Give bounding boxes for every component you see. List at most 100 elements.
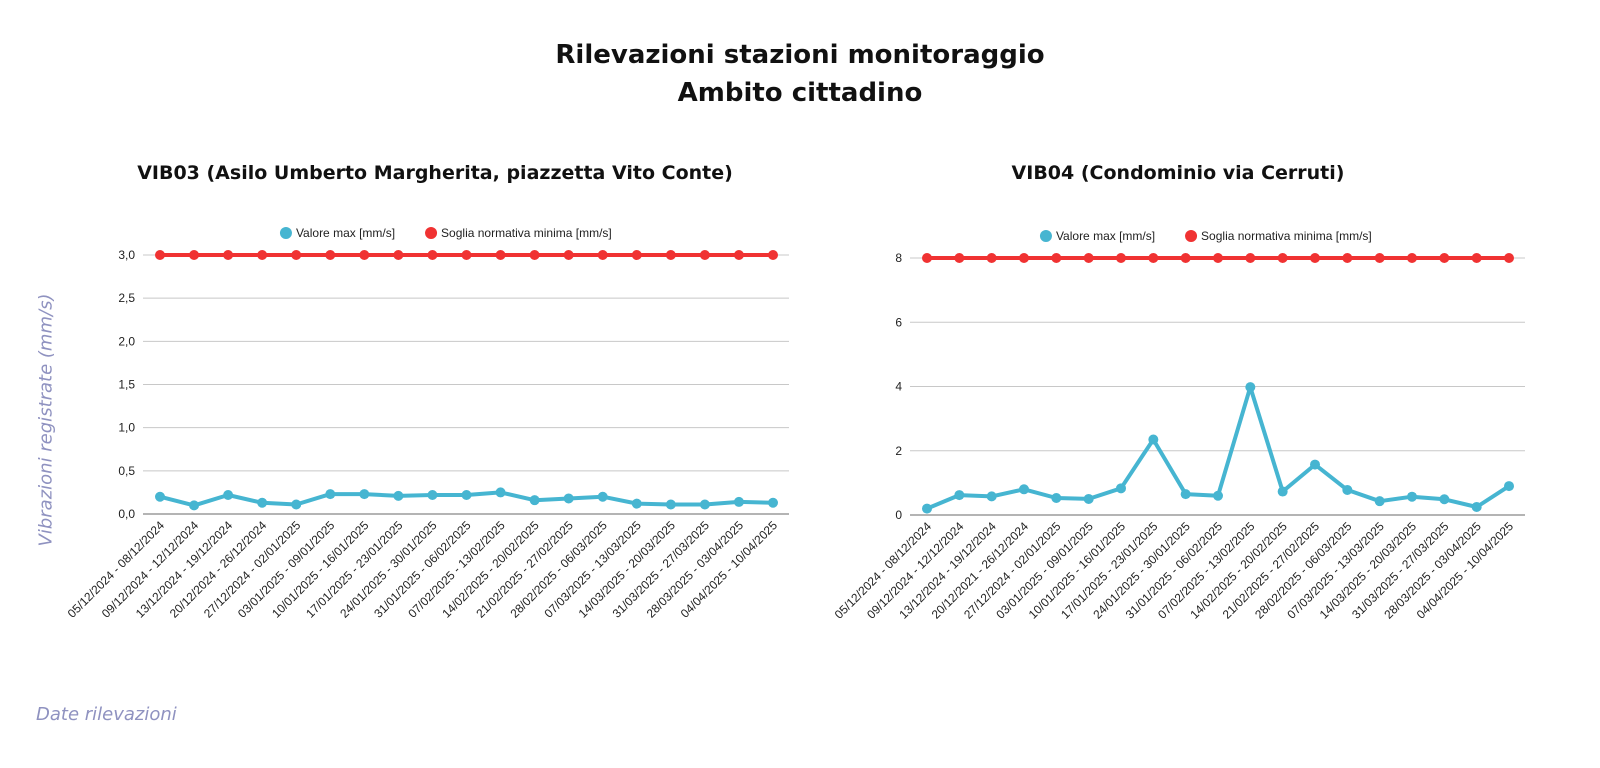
data-point-soglia [1439,253,1450,263]
data-point-valore-max [461,490,472,501]
chart-2: VIB04 (Condominio via Cerruti)0246805/12… [832,162,1525,622]
data-point-valore-max [563,493,574,504]
y-tick-label: 2,5 [118,291,135,305]
data-point-valore-max [359,489,370,500]
data-point-valore-max [189,500,200,511]
data-point-valore-max [1407,491,1417,502]
data-point-valore-max [495,487,506,498]
data-point-valore-max [986,491,997,502]
data-point-valore-max [1116,483,1126,494]
y-tick-label: 8 [895,251,902,265]
data-point-valore-max [325,489,336,500]
data-point-valore-max [1439,494,1450,505]
data-point-valore-max [1083,493,1094,504]
data-point-valore-max [631,498,642,509]
y-tick-label: 0 [895,508,902,522]
data-point-soglia [699,250,710,260]
chart-1: VIB03 (Asilo Umberto Margherita, piazzet… [65,162,789,621]
page-title: Rilevazioni stazioni monitoraggio Ambito… [0,36,1600,112]
data-point-soglia [359,250,370,260]
data-point-valore-max [291,499,302,510]
y-tick-label: 1,5 [118,378,135,392]
data-point-soglia [461,250,472,260]
data-point-valore-max [1019,484,1029,495]
data-point-soglia [529,250,540,260]
data-point-soglia [1180,253,1191,263]
data-point-valore-max [1051,492,1062,503]
data-point-valore-max [1342,484,1353,495]
y-tick-label: 0,5 [118,464,135,478]
legend-label-valore-max: Valore max [mm/s] [1056,229,1155,243]
data-point-valore-max [922,503,932,514]
data-point-valore-max [1148,434,1159,445]
data-point-soglia [1148,253,1159,263]
y-tick-label: 6 [895,315,902,329]
data-point-soglia [495,250,506,260]
data-point-valore-max [597,491,608,502]
data-point-soglia [1116,253,1126,263]
data-point-soglia [1083,253,1094,263]
data-point-soglia [1019,253,1029,263]
legend-marker-soglia [1185,230,1198,242]
data-point-valore-max [1504,481,1514,492]
chart-title: VIB04 (Condominio via Cerruti) [1012,162,1345,184]
data-point-soglia [291,250,302,260]
legend-label-soglia: Soglia normativa minima [mm/s] [441,226,612,240]
data-point-soglia [563,250,574,260]
data-point-valore-max [1310,459,1320,470]
data-point-soglia [257,250,268,260]
x-axis-label: Date rilevazioni [36,704,177,725]
data-point-soglia [1471,253,1482,263]
data-point-soglia [1504,253,1514,263]
data-point-valore-max [155,491,165,502]
data-point-soglia [631,250,642,260]
data-point-soglia [1245,253,1256,263]
data-point-soglia [223,250,234,260]
data-point-valore-max [1213,490,1223,501]
data-point-valore-max [1180,489,1191,500]
data-point-valore-max [699,499,710,510]
page-title-line2: Ambito cittadino [677,78,923,108]
page-title-line1: Rilevazioni stazioni monitoraggio [555,40,1045,70]
data-point-valore-max [393,490,404,501]
data-point-soglia [1310,253,1320,263]
data-point-valore-max [954,490,965,501]
data-point-soglia [1407,253,1417,263]
y-tick-label: 0,0 [118,507,135,521]
data-point-valore-max [257,497,268,508]
data-point-valore-max [427,490,438,501]
data-point-soglia [393,250,404,260]
legend: Valore max [mm/s] Soglia normativa minima… [279,226,612,240]
data-point-valore-max [529,495,540,506]
data-point-soglia [733,250,744,260]
y-tick-label: 4 [895,380,902,394]
data-point-valore-max [1374,496,1385,507]
legend-label-soglia: Soglia normativa minima [mm/s] [1201,229,1372,243]
data-point-soglia [1342,253,1353,263]
data-point-soglia [155,250,165,260]
chart-title: VIB03 (Asilo Umberto Margherita, piazzet… [137,162,733,184]
legend-marker-soglia [425,227,438,239]
data-point-valore-max [768,497,778,508]
legend: Valore max [mm/s] Soglia normativa minima… [1039,229,1372,243]
data-point-soglia [1374,253,1385,263]
data-point-valore-max [1277,486,1288,497]
data-point-valore-max [1245,382,1256,393]
legend-label-valore-max: Valore max [mm/s] [296,226,395,240]
y-tick-label: 1,0 [118,421,135,435]
data-point-soglia [665,250,676,260]
data-point-soglia [427,250,438,260]
data-point-soglia [597,250,608,260]
data-point-soglia [325,250,336,260]
data-point-soglia [189,250,200,260]
y-tick-label: 2 [895,444,902,458]
data-point-soglia [1277,253,1288,263]
series-line-valore-max [925,385,1511,511]
y-tick-label: 2,0 [118,334,135,348]
data-point-valore-max [665,499,676,510]
data-point-soglia [922,253,932,263]
legend-marker-valore-max [1039,230,1052,242]
data-point-soglia [1051,253,1062,263]
data-point-valore-max [223,490,234,501]
